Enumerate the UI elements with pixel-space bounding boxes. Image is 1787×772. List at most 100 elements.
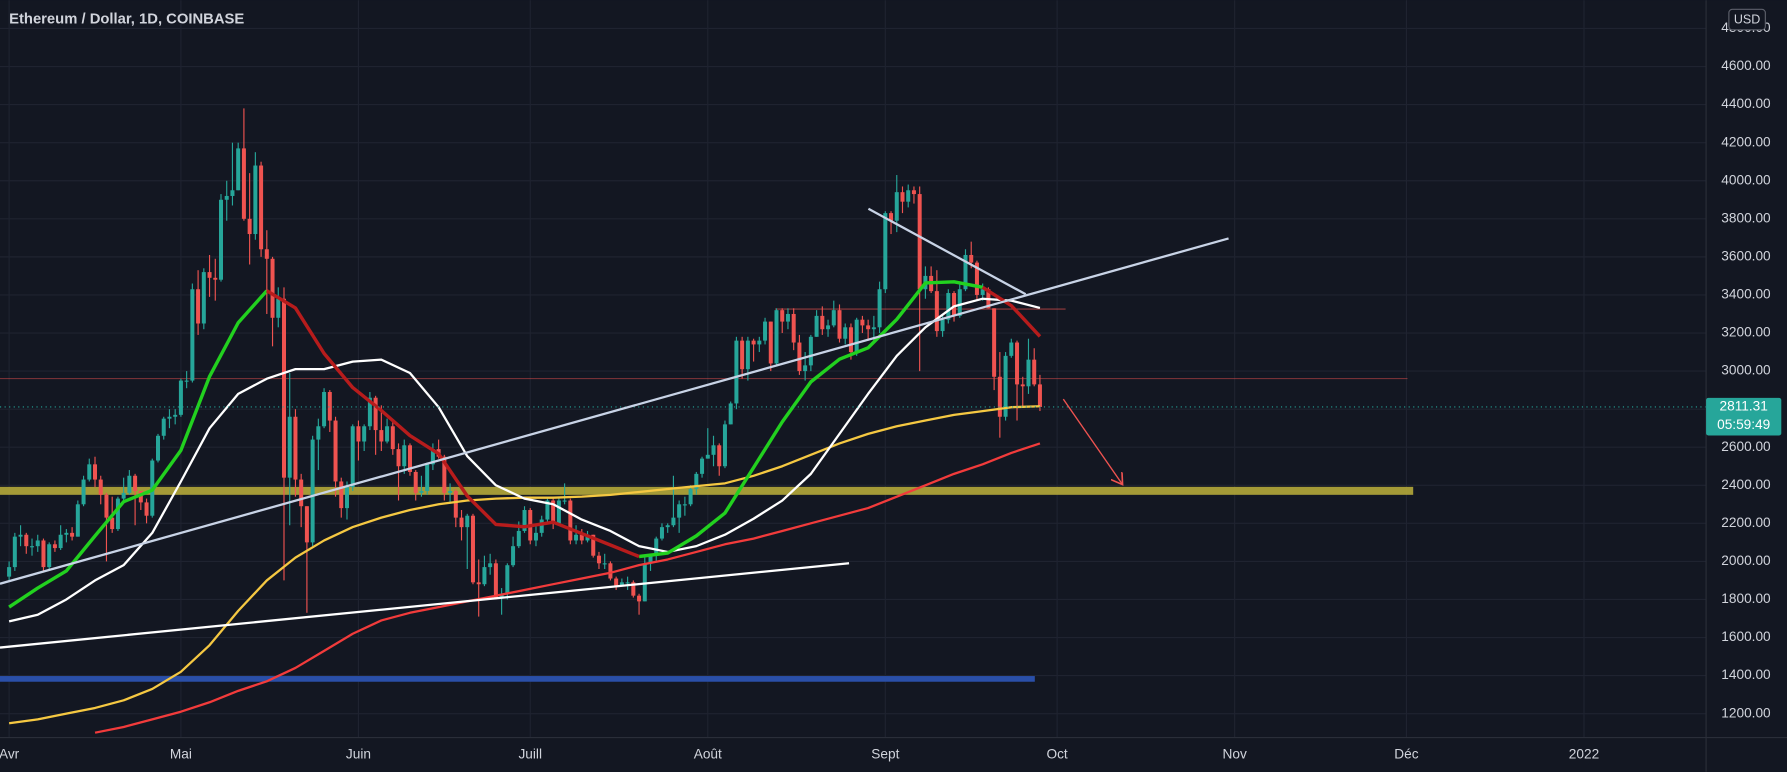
candle-body (906, 190, 911, 202)
candle-body (344, 487, 349, 509)
candle-body (52, 544, 57, 549)
candle-body (619, 582, 624, 587)
candle-body (659, 527, 664, 539)
candle-body (780, 310, 785, 322)
candle-body (763, 321, 768, 341)
candle-body (642, 563, 647, 602)
candle-body (127, 475, 132, 493)
candle-body (218, 199, 224, 280)
moving-average (8, 297, 1041, 623)
candle-body (333, 420, 338, 482)
candle-body (115, 498, 120, 530)
candle-body (356, 426, 361, 442)
candle-body (138, 490, 143, 503)
candle-body (459, 517, 464, 528)
candle-body (327, 392, 332, 421)
candle-body (379, 430, 384, 442)
candle-body (259, 165, 264, 250)
candle-body (637, 595, 642, 602)
candle-body (236, 148, 241, 191)
candle-body (740, 340, 745, 370)
candle-body (339, 481, 344, 509)
candle-body (207, 272, 212, 278)
axes: 1200.00 1400.00 1600.00 1800.00 2000.00 2200.… (0, 20, 1782, 761)
candle-body (64, 532, 69, 535)
candle-body (493, 563, 498, 598)
candle-body (402, 445, 407, 467)
candle-body (911, 190, 916, 195)
candle-body (110, 517, 115, 530)
candle-body (396, 449, 401, 467)
candle-body (367, 397, 372, 427)
candle-body (866, 325, 871, 330)
candle-body (373, 397, 378, 431)
y-tick-label: 4400.00 (1721, 96, 1771, 111)
x-tick-label: Sept (871, 746, 899, 761)
bar-countdown: 05:59:49 (1717, 417, 1770, 432)
y-tick-label: 2400.00 (1721, 477, 1771, 492)
candle-body (677, 504, 682, 518)
chart-title: Ethereum / Dollar, 1D, COINBASE (9, 12, 244, 28)
candle-body (808, 336, 813, 366)
trendline (867, 207, 1027, 296)
candle-body (877, 289, 882, 328)
candle-body (270, 258, 275, 318)
candle-body (705, 454, 710, 459)
candle-body (482, 567, 487, 585)
candle-body (241, 148, 246, 219)
candle-body (310, 439, 315, 543)
y-tick-label: 1200.00 (1721, 705, 1771, 720)
candle-body (390, 426, 395, 450)
candle-body (940, 319, 945, 332)
currency-badge[interactable] (1728, 8, 1766, 31)
candle-body (803, 365, 808, 372)
moving-average (8, 280, 983, 609)
candle-body (1003, 355, 1008, 417)
candle-body (579, 534, 584, 541)
candle-body (247, 218, 252, 235)
candle-body (133, 475, 138, 491)
candle-body (631, 582, 636, 596)
candle-body (969, 254, 974, 263)
candle-body (465, 515, 470, 528)
candle-body (488, 563, 493, 568)
candle-body (952, 293, 957, 316)
candle-body (946, 293, 951, 320)
candle-body (385, 426, 390, 442)
y-tick-label: 3400.00 (1721, 287, 1771, 302)
candle-body (155, 435, 161, 461)
candle-body (533, 532, 538, 541)
y-tick-label: 1400.00 (1721, 667, 1771, 682)
candle-body (717, 445, 722, 467)
candle-body (184, 380, 189, 382)
candle-body (745, 340, 750, 370)
candle-body (144, 502, 149, 516)
candle-body (688, 489, 693, 505)
x-tick-label: Juin (346, 746, 371, 761)
candle-body (407, 445, 412, 472)
candle-body (854, 319, 859, 353)
candle-body (196, 289, 201, 324)
candle-body (448, 490, 453, 493)
x-tick-label: Avr (0, 746, 20, 761)
candle-body (539, 519, 544, 533)
y-tick-label: 3800.00 (1721, 210, 1771, 225)
candle-body (505, 565, 510, 594)
currency: USD (1734, 12, 1760, 26)
drawings (0, 308, 1414, 682)
trendline (0, 562, 850, 649)
candle-body (894, 192, 899, 221)
candle-body (934, 291, 939, 332)
projection-arrow (1062, 398, 1122, 484)
candle-body (419, 490, 424, 493)
candle-body (768, 321, 773, 364)
candle-body (625, 582, 630, 584)
candle-body (562, 500, 567, 502)
candle-body (992, 308, 997, 377)
moving-average (265, 285, 1042, 559)
candle-body (516, 530, 521, 547)
candle-body (98, 479, 103, 495)
candle-body (860, 319, 865, 326)
last-price-label: 2811.31 (1720, 399, 1768, 414)
